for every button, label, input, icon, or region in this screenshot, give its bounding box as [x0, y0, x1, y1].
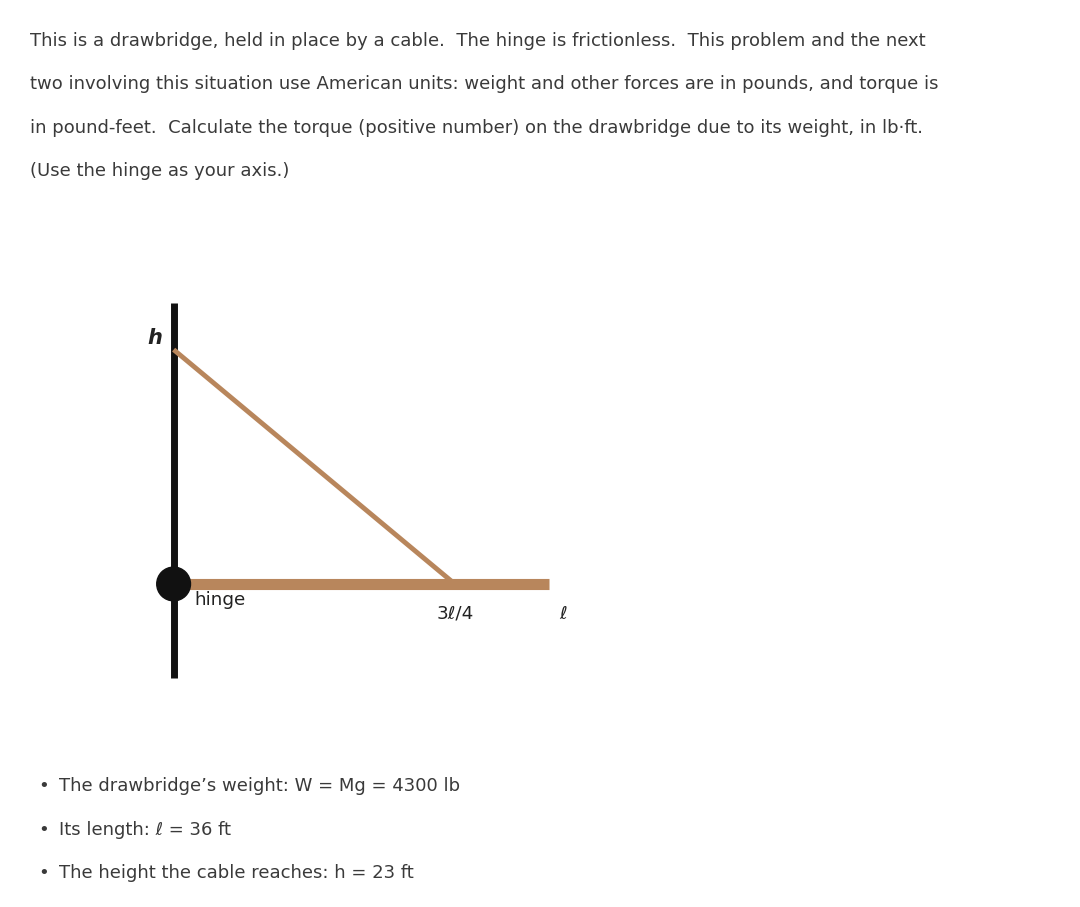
Text: This is a drawbridge, held in place by a cable.  The hinge is frictionless.  Thi: This is a drawbridge, held in place by a…	[30, 32, 926, 50]
Text: (Use the hinge as your axis.): (Use the hinge as your axis.)	[30, 162, 289, 180]
Text: two involving this situation use American units: weight and other forces are in : two involving this situation use America…	[30, 75, 939, 93]
Text: 3ℓ/4: 3ℓ/4	[436, 605, 473, 622]
Text: The drawbridge’s weight: W = Mg = 4300 lb: The drawbridge’s weight: W = Mg = 4300 l…	[59, 777, 460, 795]
Text: •: •	[38, 821, 49, 839]
Text: hinge: hinge	[194, 591, 245, 610]
Text: •: •	[38, 777, 49, 795]
Text: The height the cable reaches: h = 23 ft: The height the cable reaches: h = 23 ft	[59, 864, 414, 883]
Text: Its length: ℓ = 36 ft: Its length: ℓ = 36 ft	[59, 821, 231, 839]
Text: ℓ: ℓ	[558, 605, 566, 622]
Text: h: h	[148, 327, 162, 347]
Text: •: •	[38, 864, 49, 883]
Text: in pound-feet.  Calculate the torque (positive number) on the drawbridge due to : in pound-feet. Calculate the torque (pos…	[30, 119, 923, 137]
Circle shape	[157, 567, 190, 600]
